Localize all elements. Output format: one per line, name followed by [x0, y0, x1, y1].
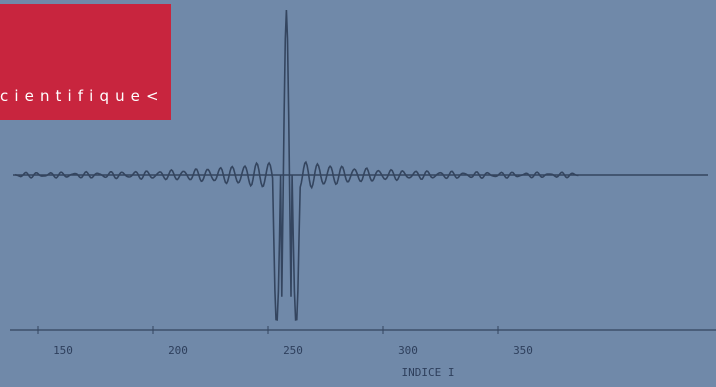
x-tick-label: 300: [398, 344, 418, 357]
x-tick-label: 200: [168, 344, 188, 357]
x-tick-label: 150: [53, 344, 73, 357]
x-axis-title: INDICE I: [402, 366, 455, 379]
heading-text: cientifique<: [0, 87, 165, 105]
x-tick-label: 250: [283, 344, 303, 357]
x-tick-label: 350: [513, 344, 533, 357]
x-axis-ticks: 150 200 250 300 350: [37, 326, 533, 357]
red-accent-block: [0, 4, 171, 120]
signal-trace: [14, 9, 579, 321]
